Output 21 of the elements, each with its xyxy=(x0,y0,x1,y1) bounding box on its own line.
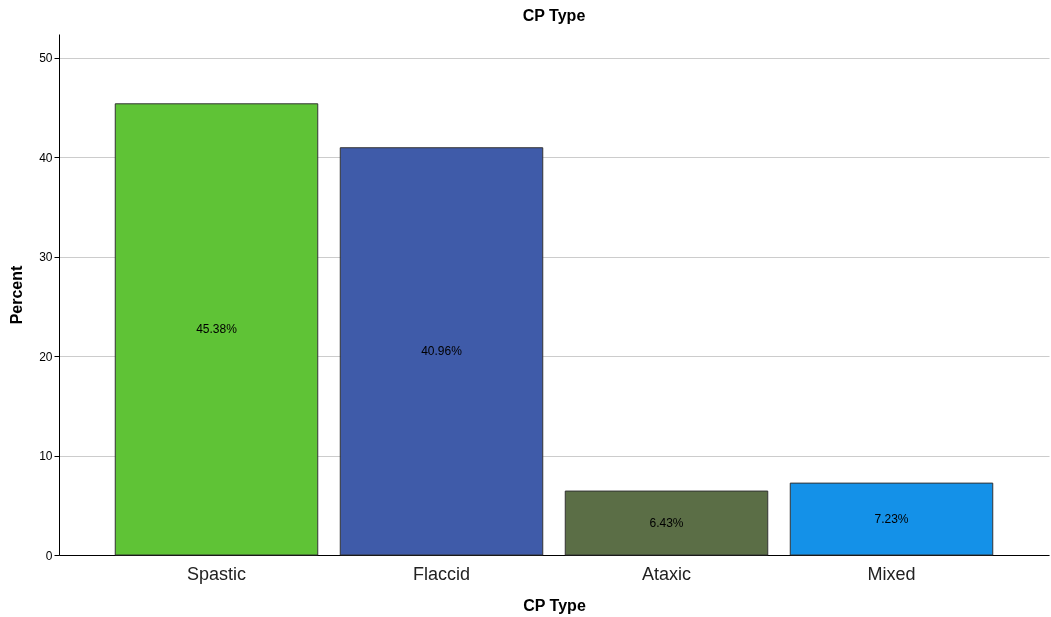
data-label: 6.43% xyxy=(649,516,684,531)
y-tick-label: 0 xyxy=(45,548,53,563)
x-tick-label: Ataxic xyxy=(641,563,692,584)
x-tick-label: Spastic xyxy=(186,563,247,584)
x-tick-label: Mixed xyxy=(867,563,916,584)
y-tick-label: 50 xyxy=(39,51,53,66)
y-axis-title: Percent xyxy=(8,264,26,325)
bar xyxy=(339,147,544,556)
data-label: 7.23% xyxy=(874,512,909,527)
x-tick-label: Flaccid xyxy=(412,563,471,584)
bar xyxy=(789,482,994,556)
bar xyxy=(564,490,769,556)
y-tick-label: 10 xyxy=(39,449,53,464)
bar xyxy=(114,103,319,556)
y-tick-label: 40 xyxy=(39,150,53,165)
data-label: 45.38% xyxy=(196,322,238,337)
y-tick-label: 20 xyxy=(39,349,53,364)
y-tick-label: 30 xyxy=(39,250,53,265)
x-axis-title: CP Type xyxy=(523,596,586,614)
chart-title: CP Type xyxy=(522,7,586,24)
data-label: 40.96% xyxy=(421,344,463,359)
